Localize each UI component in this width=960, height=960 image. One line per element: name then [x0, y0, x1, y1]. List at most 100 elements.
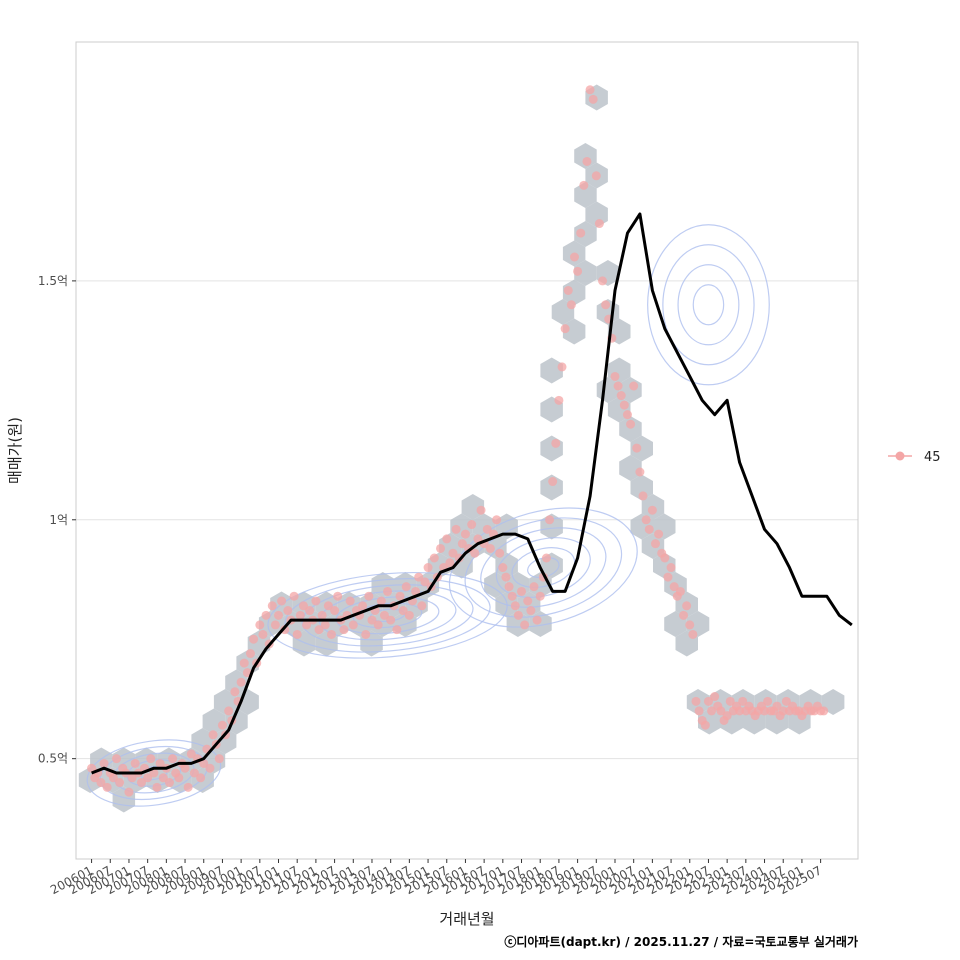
scatter-point-216 [760, 706, 770, 716]
legend: 45 [888, 450, 941, 465]
hexbin-cell-64 [540, 357, 563, 384]
scatter-point-94 [379, 610, 389, 620]
scatter-point-106 [417, 601, 427, 611]
scatter-point-74 [317, 610, 327, 620]
scatter-point-79 [333, 591, 343, 601]
scatter-point-36 [199, 758, 209, 768]
hexbin-cell-85 [619, 455, 642, 481]
scatter-point-124 [473, 534, 483, 544]
scatter-point-176 [635, 467, 645, 477]
scatter-point-66 [292, 629, 302, 639]
scatter-point-104 [411, 586, 421, 596]
contour-ring-16 [464, 517, 623, 618]
scatter-point-169 [613, 381, 623, 391]
scatter-point-69 [302, 620, 312, 630]
scatter-point-208 [735, 706, 745, 716]
scatter-point-60 [274, 610, 284, 620]
scatter-point-59 [270, 620, 280, 630]
hexbin-cell-61 [540, 474, 563, 501]
scatter-point-93 [376, 596, 386, 606]
y-tick-label-1: 1억 [49, 513, 68, 527]
scatter-point-159 [582, 156, 592, 166]
scatter-point-158 [579, 180, 589, 190]
scatter-point-194 [691, 696, 701, 706]
scatter-point-78 [330, 606, 340, 616]
scatter-point-102 [404, 610, 414, 620]
scatter-point-165 [601, 300, 611, 310]
scatter-point-56 [261, 610, 271, 620]
contour-ring-17 [448, 507, 638, 628]
scatter-point-49 [239, 658, 249, 668]
scatter-point-20 [149, 768, 159, 778]
scatter-point-122 [467, 520, 477, 530]
contour-ring-14 [495, 537, 591, 598]
scatter-point-136 [510, 601, 520, 611]
scatter-point-155 [569, 252, 579, 262]
contour-ring-18 [692, 284, 725, 326]
scatter-point-140 [523, 596, 533, 606]
scatter-point-33 [189, 768, 199, 778]
scatter-point-153 [563, 285, 573, 295]
scatter-point-174 [629, 381, 639, 391]
scatter-point-75 [320, 620, 330, 630]
hexbin-cell-14 [213, 728, 237, 754]
scatter-point-87 [358, 601, 368, 611]
scatter-point-16 [136, 778, 146, 788]
scatter-point-105 [414, 572, 424, 582]
scatter-point-51 [245, 649, 255, 659]
scatter-point-83 [345, 596, 355, 606]
scatter-point-112 [436, 543, 446, 553]
scatter-point-116 [448, 548, 458, 558]
scatter-point-39 [208, 730, 218, 740]
scatter-point-195 [694, 706, 704, 716]
scatter-point-119 [457, 539, 467, 549]
scatter-point-138 [517, 586, 527, 596]
scatter-point-160 [585, 85, 595, 95]
hexbin-cell-91 [653, 552, 676, 579]
scatter-point-184 [660, 553, 670, 563]
scatter-point-190 [679, 610, 689, 620]
scatter-point-46 [230, 687, 240, 697]
x-axis-title: 거래년월 [439, 910, 494, 928]
scatter-point-120 [460, 529, 470, 539]
scatter-point-9 [115, 778, 125, 788]
scatter-point-175 [632, 443, 642, 453]
scatter-point-198 [703, 696, 713, 706]
contour-ring-6 [352, 602, 423, 629]
scatter-point-92 [373, 620, 383, 630]
scatter-point-67 [295, 610, 305, 620]
scatter-point-54 [255, 620, 265, 630]
scatter-point-149 [551, 438, 561, 448]
scatter-point-187 [669, 582, 679, 592]
scatter-point-65 [289, 591, 299, 601]
scatter-point-171 [619, 400, 629, 410]
scatter-point-157 [576, 228, 586, 238]
scatter-point-81 [339, 625, 349, 635]
scatter-point-0 [87, 763, 97, 773]
scatter-point-14 [130, 758, 140, 768]
scatter-point-133 [501, 572, 511, 582]
scatter-point-205 [725, 696, 735, 706]
scatter-point-114 [442, 534, 452, 544]
scatter-point-30 [180, 763, 190, 773]
scatter-point-76 [323, 601, 333, 611]
hexbin-cell-3 [112, 747, 136, 774]
scatter-point-189 [675, 586, 685, 596]
contour-ring-9 [301, 584, 474, 647]
hexbin-cell-70 [574, 221, 597, 247]
scatter-point-7 [108, 773, 118, 783]
scatter-point-173 [626, 419, 636, 429]
scatter-point-89 [364, 591, 374, 601]
scatter-point-42 [217, 720, 227, 730]
scatter-point-127 [482, 524, 492, 534]
scatter-point-117 [451, 524, 461, 534]
scatter-point-3 [96, 778, 106, 788]
contour-ring-20 [662, 244, 755, 366]
scatter-point-32 [186, 749, 196, 759]
trend-line [91, 212, 853, 775]
scatter-point-161 [588, 94, 598, 104]
scatter-point-204 [722, 711, 732, 721]
scatter-point-178 [641, 515, 651, 525]
scatter-point-98 [392, 625, 402, 635]
scatter-point-143 [532, 615, 542, 625]
